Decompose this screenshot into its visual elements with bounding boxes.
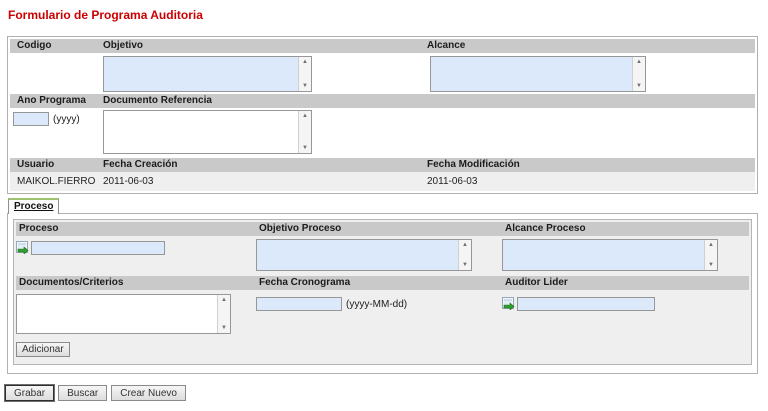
fecha-cronograma-cell: (yyyy-MM-dd): [256, 290, 502, 336]
proceso-body-row-1: ▲ ▼ ▲ ▼: [16, 236, 749, 276]
column-header-alcance: Alcance: [427, 40, 466, 51]
fecha-cronograma-format-hint: (yyyy-MM-dd): [346, 299, 408, 310]
footer-actions: Grabar Buscar Crear Nuevo: [5, 385, 186, 401]
lookup-icon[interactable]: [16, 241, 29, 255]
scroll-down-icon[interactable]: ▼: [302, 83, 308, 89]
column-header-documento-referencia: Documento Referencia: [103, 95, 212, 106]
objetivo-scrollbar[interactable]: ▲ ▼: [298, 57, 311, 91]
documento-referencia-textarea-content[interactable]: [104, 111, 298, 153]
scroll-up-icon[interactable]: ▲: [221, 297, 227, 303]
column-header-ano-programa: Ano Programa: [17, 95, 86, 106]
scroll-down-icon[interactable]: ▼: [462, 262, 468, 268]
objetivo-cell: ▲ ▼: [96, 53, 420, 94]
proceso-header-row-2: Documentos/Criterios Fecha Cronograma Au…: [16, 276, 749, 290]
alcance-proceso-textarea[interactable]: ▲ ▼: [502, 239, 718, 271]
adicionar-row: Adicionar: [16, 336, 749, 357]
documentos-criterios-textarea-content[interactable]: [17, 295, 217, 333]
scroll-up-icon[interactable]: ▲: [462, 242, 468, 248]
alcance-cell: ▲ ▼: [420, 53, 755, 94]
ano-programa-format-hint: (yyyy): [53, 114, 80, 125]
column-header-proceso: Proceso: [19, 223, 59, 234]
values-row: MAIKOL.FIERRO 2011-06-03 2011-06-03: [10, 172, 755, 191]
proceso-input[interactable]: [31, 241, 165, 255]
documento-referencia-scrollbar[interactable]: ▲ ▼: [298, 111, 311, 153]
column-header-objetivo-proceso: Objetivo Proceso: [259, 223, 342, 234]
scroll-down-icon[interactable]: ▼: [708, 262, 714, 268]
codigo-cell: [10, 53, 96, 94]
documentos-criterios-scrollbar[interactable]: ▲ ▼: [217, 295, 230, 333]
alcance-proceso-cell: ▲ ▼: [502, 236, 749, 276]
header-row-1: Codigo Objetivo Alcance: [10, 39, 755, 53]
page-title: Formulario de Programa Auditoria: [8, 8, 203, 22]
column-header-codigo: Codigo: [17, 40, 52, 51]
fecha-creacion-value: 2011-06-03: [103, 176, 154, 187]
column-header-fecha-cronograma: Fecha Cronograma: [259, 277, 351, 288]
header-row-3: Usuario Fecha Creación Fecha Modificació…: [10, 158, 755, 172]
auditor-lider-cell: [502, 290, 749, 336]
documentos-criterios-textarea[interactable]: ▲ ▼: [16, 294, 231, 334]
fecha-cronograma-input[interactable]: [256, 297, 342, 311]
objetivo-textarea-content[interactable]: [104, 57, 298, 91]
column-header-auditor-lider: Auditor Lider: [505, 277, 568, 288]
alcance-scrollbar[interactable]: ▲ ▼: [632, 57, 645, 91]
body-row-2: (yyyy) ▲ ▼: [10, 108, 755, 158]
column-header-fecha-creacion: Fecha Creación: [103, 159, 178, 170]
lookup-icon[interactable]: [502, 297, 515, 311]
body-row-1: ▲ ▼ ▲ ▼: [10, 53, 755, 94]
header-row-2: Ano Programa Documento Referencia: [10, 94, 755, 108]
column-header-fecha-modificacion: Fecha Modificación: [427, 159, 520, 170]
proceso-section: Proceso Objetivo Proceso Alcance Proceso: [7, 213, 758, 374]
alcance-textarea-content[interactable]: [431, 57, 632, 91]
objetivo-proceso-textarea-content[interactable]: [257, 240, 458, 270]
fecha-modificacion-value: 2011-06-03: [427, 176, 478, 187]
adicionar-button[interactable]: Adicionar: [16, 342, 70, 357]
column-header-usuario: Usuario: [17, 159, 55, 170]
alcance-proceso-textarea-content[interactable]: [503, 240, 704, 270]
program-form: Codigo Objetivo Alcance ▲ ▼ ▲: [7, 36, 758, 194]
ano-programa-cell: (yyyy): [10, 108, 96, 158]
alcance-proceso-scrollbar[interactable]: ▲ ▼: [704, 240, 717, 270]
usuario-value: MAIKOL.FIERRO: [17, 176, 96, 187]
objetivo-textarea[interactable]: ▲ ▼: [103, 56, 312, 92]
alcance-textarea[interactable]: ▲ ▼: [430, 56, 646, 92]
documento-referencia-textarea[interactable]: ▲ ▼: [103, 110, 312, 154]
objetivo-proceso-textarea[interactable]: ▲ ▼: [256, 239, 472, 271]
proceso-field-cell: [16, 236, 256, 276]
column-header-alcance-proceso: Alcance Proceso: [505, 223, 586, 234]
buscar-button[interactable]: Buscar: [58, 385, 108, 401]
column-header-objetivo: Objetivo: [103, 40, 144, 51]
ano-programa-input[interactable]: [13, 112, 49, 126]
tab-proceso[interactable]: Proceso: [8, 198, 60, 214]
objetivo-proceso-scrollbar[interactable]: ▲ ▼: [458, 240, 471, 270]
scroll-down-icon[interactable]: ▼: [221, 325, 227, 331]
scroll-down-icon[interactable]: ▼: [636, 83, 642, 89]
scroll-up-icon[interactable]: ▲: [302, 59, 308, 65]
proceso-header-row-1: Proceso Objetivo Proceso Alcance Proceso: [16, 222, 749, 236]
spacer-cell: [420, 108, 755, 158]
documento-referencia-cell: ▲ ▼: [96, 108, 420, 158]
proceso-body-row-2: ▲ ▼ (yyyy-MM-dd): [16, 290, 749, 336]
objetivo-proceso-cell: ▲ ▼: [256, 236, 502, 276]
column-header-documentos-criterios: Documentos/Criterios: [19, 277, 124, 288]
grabar-button[interactable]: Grabar: [5, 385, 55, 401]
proceso-panel: Proceso Objetivo Proceso Alcance Proceso: [13, 219, 752, 365]
scroll-up-icon[interactable]: ▲: [708, 242, 714, 248]
scroll-up-icon[interactable]: ▲: [302, 113, 308, 119]
scroll-up-icon[interactable]: ▲: [636, 59, 642, 65]
auditor-lider-input[interactable]: [517, 297, 655, 311]
crear-nuevo-button[interactable]: Crear Nuevo: [111, 385, 186, 401]
scroll-down-icon[interactable]: ▼: [302, 145, 308, 151]
documentos-criterios-cell: ▲ ▼: [16, 290, 256, 336]
